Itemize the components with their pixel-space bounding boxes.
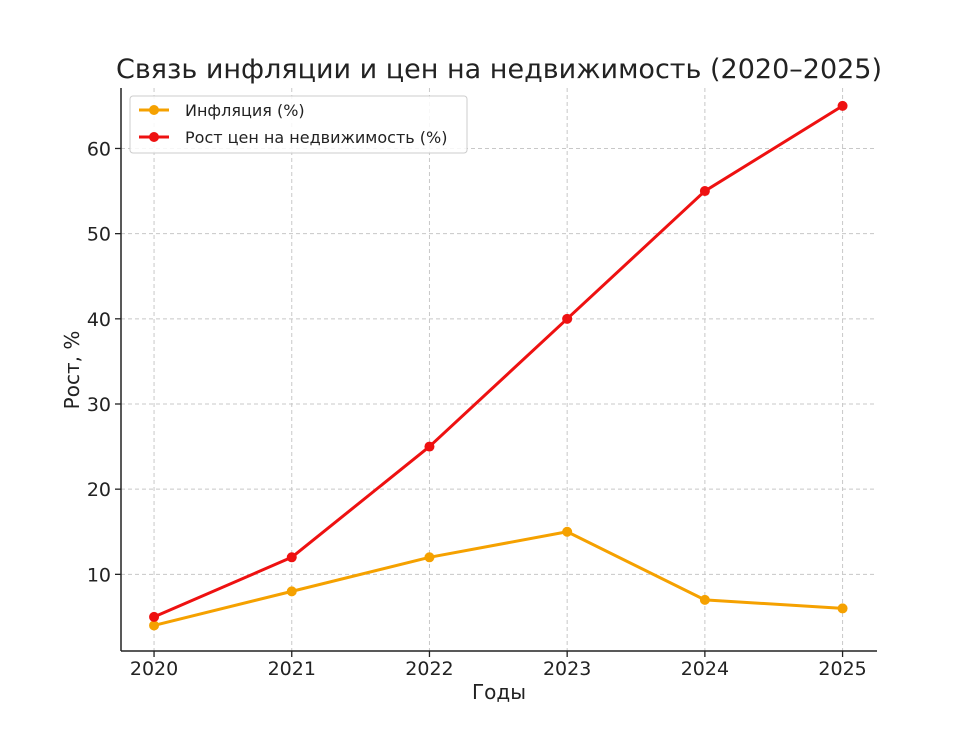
- series-1-point: [562, 526, 573, 537]
- x-tick-label: 2021: [268, 658, 316, 680]
- y-tick-label: 60: [87, 138, 111, 160]
- legend-box: [129, 95, 468, 154]
- series-1-point: [149, 620, 160, 631]
- grid: [121, 88, 877, 651]
- series-1-point: [286, 586, 297, 597]
- y-tick-label: 40: [87, 309, 111, 331]
- series-line-1: [152, 530, 845, 627]
- x-axis-label: Годы: [472, 680, 526, 704]
- series-2-point: [699, 186, 710, 197]
- x-tick-label: 2025: [818, 658, 866, 680]
- y-tick-label: 20: [87, 479, 111, 501]
- legend-marker-1: [149, 105, 159, 115]
- tick-layer: 2020 2021 2022 2023 2024 2025 10 20 30 40 50 60: [87, 138, 867, 680]
- series-2-point: [149, 611, 160, 622]
- y-tick-label: 30: [87, 394, 111, 416]
- series-2-point: [562, 313, 573, 324]
- series-2-point: [837, 100, 848, 111]
- y-tick-label: 10: [87, 564, 111, 586]
- legend-label-2: Рост цен на недвижимость (%): [185, 128, 447, 147]
- x-tick-label: 2024: [681, 658, 729, 680]
- series-2-point: [424, 441, 435, 452]
- legend-marker-2: [149, 132, 159, 142]
- series-1-point: [699, 594, 710, 605]
- y-axis-label: Рост, %: [60, 331, 84, 410]
- series-layer: [149, 100, 848, 631]
- axes: [120, 88, 877, 652]
- legend: Инфляция (%) Рост цен на недвижимость (%): [129, 95, 468, 154]
- legend-label-1: Инфляция (%): [185, 101, 305, 120]
- series-1-point: [424, 552, 435, 563]
- y-tick-label: 50: [87, 224, 111, 246]
- series-1-point: [837, 603, 848, 614]
- series-2-point: [286, 552, 297, 563]
- chart-title: Связь инфляции и цен на недвижимость (20…: [116, 54, 882, 85]
- series-line-2: [152, 104, 845, 619]
- x-tick-label: 2020: [130, 658, 178, 680]
- x-tick-label: 2023: [543, 658, 591, 680]
- x-tick-label: 2022: [405, 658, 453, 680]
